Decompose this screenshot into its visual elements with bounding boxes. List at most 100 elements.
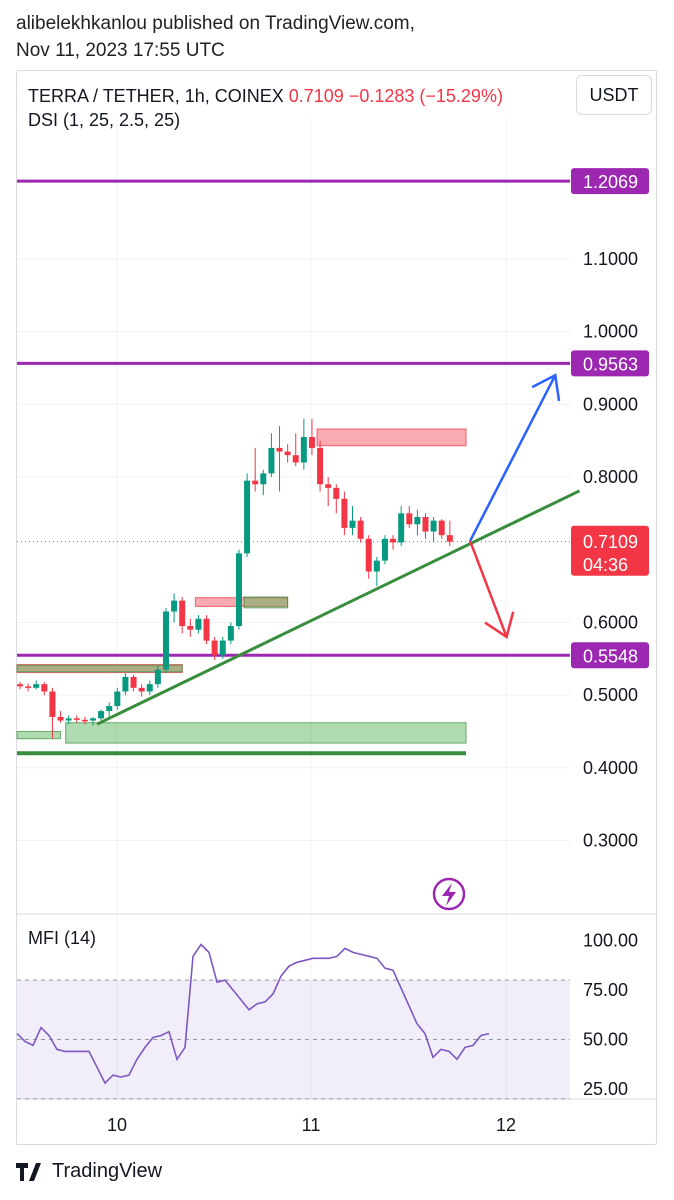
candle-body — [260, 473, 267, 485]
candle — [57, 711, 64, 723]
candle — [373, 556, 380, 587]
candle-body — [65, 718, 72, 721]
candle — [25, 683, 32, 692]
candle-body — [171, 600, 178, 612]
candle-body — [17, 684, 23, 687]
demand-zone-2 — [65, 722, 467, 744]
candle-body — [430, 520, 437, 532]
time-tick-label: 12 — [496, 1115, 516, 1135]
candle — [276, 426, 283, 492]
candle — [138, 684, 145, 697]
candle-body — [41, 684, 48, 692]
candle — [381, 535, 388, 565]
price-tick-label: 0.6000 — [583, 612, 638, 632]
candle-body — [138, 687, 145, 692]
candle — [114, 687, 121, 710]
candle-body — [438, 520, 445, 536]
candle-body — [381, 538, 388, 561]
publisher-line: alibelekhkanlou published on TradingView… — [16, 13, 415, 34]
candle — [300, 418, 307, 470]
candle — [73, 715, 80, 723]
bullish-arrow-head — [531, 373, 561, 402]
candle-body — [114, 691, 121, 707]
lightning-icon — [432, 877, 466, 911]
candle — [41, 682, 48, 696]
candle-countdown-text: 04:36 — [583, 555, 628, 575]
candle-body — [203, 618, 210, 641]
candle — [292, 433, 299, 467]
candle — [430, 516, 437, 543]
candle — [81, 716, 88, 725]
price-level-badge-text: 1.2069 — [583, 172, 638, 192]
candle-body — [195, 618, 202, 630]
candle — [65, 715, 72, 725]
candle-body — [154, 669, 161, 685]
candle — [203, 615, 210, 645]
candle-body — [349, 520, 356, 528]
candle — [130, 674, 137, 692]
price-tick-label: 0.5000 — [583, 685, 638, 705]
candle — [422, 513, 429, 539]
candle — [17, 682, 23, 690]
candle — [333, 484, 340, 514]
candle — [162, 607, 169, 674]
candle — [325, 477, 332, 507]
candle-body — [49, 691, 56, 717]
candle — [414, 509, 421, 536]
mfi-tick-label: 75.00 — [583, 980, 628, 1000]
candle — [284, 444, 291, 463]
candle-body — [365, 538, 372, 572]
candle-body — [98, 711, 105, 719]
price-tick-label: 0.8000 — [583, 467, 638, 487]
candle-body — [244, 480, 251, 554]
legend-price: 0.7109 — [288, 86, 344, 106]
candle-body — [211, 640, 218, 656]
footer-brand[interactable]: TradingView — [16, 1160, 162, 1183]
candle-body — [406, 513, 413, 525]
candle — [268, 433, 275, 477]
mfi-tick-label: 50.00 — [583, 1030, 628, 1050]
candle — [171, 593, 178, 623]
candle-body — [422, 516, 429, 532]
candle — [308, 418, 315, 456]
candle-body — [390, 538, 397, 543]
candle — [106, 702, 113, 717]
candle — [154, 666, 161, 688]
candle-body — [187, 626, 194, 630]
time-tick-label: 10 — [107, 1115, 127, 1135]
lightning-icon-bolt — [442, 883, 456, 906]
supply-zone-0 — [316, 428, 467, 447]
price-tick-label: 0.4000 — [583, 758, 638, 778]
candle-body — [106, 706, 113, 712]
candle-body — [235, 553, 242, 627]
chart-legend: TERRA / TETHER, 1h, COINEX 0.7109 −0.128… — [28, 84, 503, 132]
candle-body — [414, 516, 421, 525]
candle-body — [122, 676, 129, 692]
candle-body — [227, 626, 234, 641]
candle-body — [317, 447, 324, 485]
candle-body — [179, 600, 186, 627]
candle — [446, 520, 453, 547]
candle-body — [73, 718, 80, 720]
candle-body — [357, 520, 364, 539]
candle — [349, 506, 356, 536]
candle — [211, 636, 218, 661]
candle — [398, 506, 405, 547]
mfi-indicator-label[interactable]: MFI (14) — [28, 928, 97, 948]
candle-body — [292, 455, 299, 463]
indicator-label[interactable]: DSI (1, 25, 2.5, 25) — [28, 110, 181, 130]
currency-button[interactable]: USDT — [576, 75, 652, 115]
candle-body — [130, 676, 137, 688]
publish-date: Nov 11, 2023 17:55 UTC — [16, 40, 225, 61]
candle — [341, 491, 348, 536]
candle — [33, 680, 40, 690]
mfi-tick-label: 25.00 — [583, 1079, 628, 1099]
candle — [122, 673, 129, 696]
legend-change: −0.1283 (−15.29%) — [348, 86, 503, 106]
symbol-title[interactable]: TERRA / TETHER, 1h, COINEX — [28, 86, 284, 106]
candle-body — [57, 716, 64, 721]
publish-header: alibelekhkanlou published on TradingView… — [16, 10, 415, 64]
bearish-arrow-head — [484, 611, 515, 639]
price-tick-label: 1.1000 — [583, 249, 638, 269]
